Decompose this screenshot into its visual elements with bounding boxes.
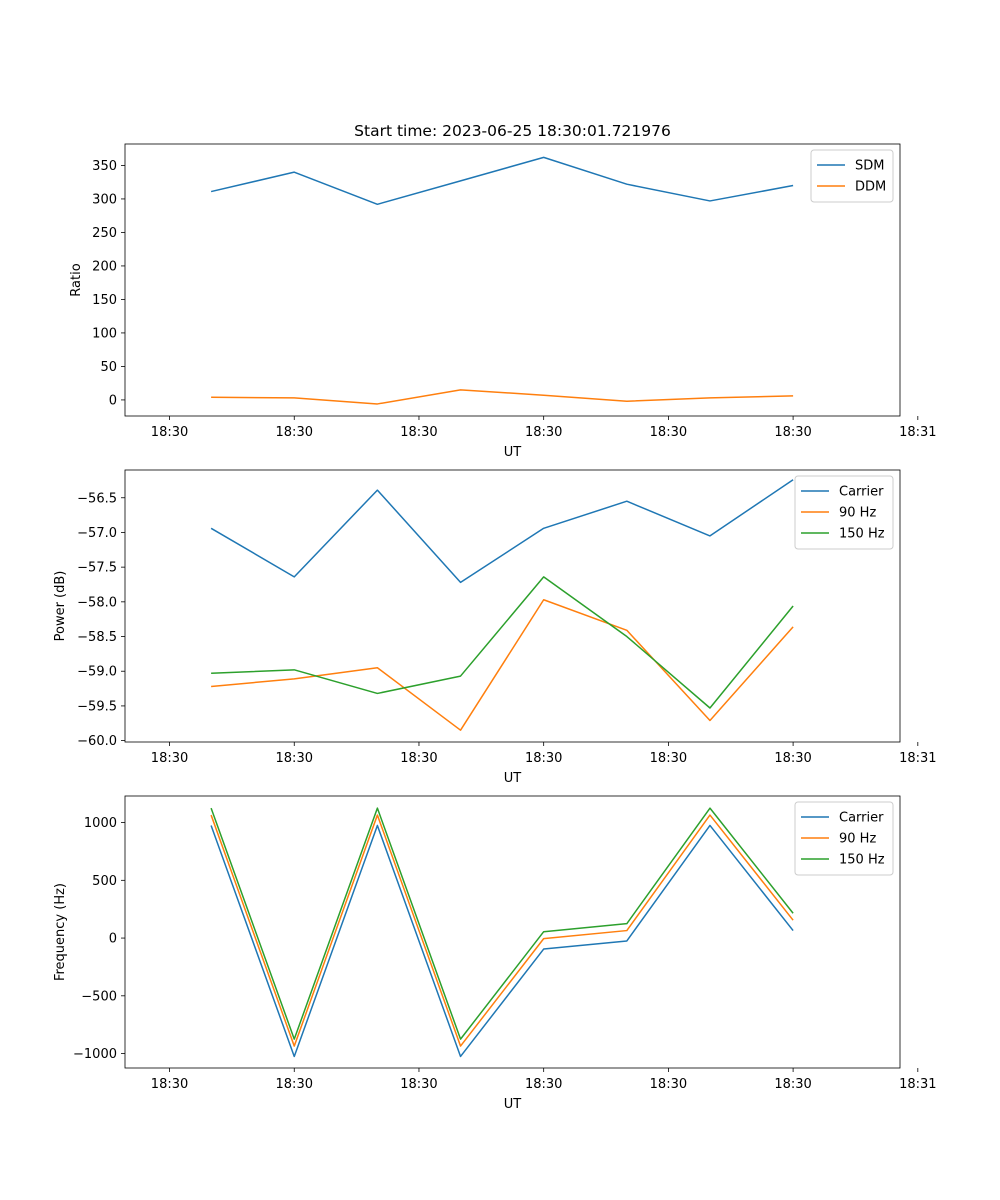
x-tick-label: 18:31 — [899, 425, 936, 440]
x-tick-label: 18:30 — [400, 751, 437, 766]
legend-label: SDM — [855, 159, 884, 174]
series-line-90-hz — [211, 599, 794, 731]
y-axis-label: Ratio — [69, 263, 84, 296]
legend-label: 150 Hz — [839, 527, 885, 542]
series-line-ddm — [211, 389, 794, 405]
legend: Carrier 90 Hz 150 Hz — [794, 475, 894, 550]
x-tick-label: 18:31 — [899, 1077, 936, 1092]
legend-box — [794, 801, 894, 876]
legend-box — [794, 475, 894, 550]
x-tick-label: 18:30 — [774, 1077, 811, 1092]
x-tick-label: 18:30 — [276, 1077, 313, 1092]
y-tick-label: 0 — [109, 932, 117, 947]
plot-frame — [124, 469, 901, 743]
x-tick-label: 18:30 — [525, 425, 562, 440]
legend-label: 90 Hz — [839, 832, 876, 847]
x-tick-label: 18:30 — [650, 751, 687, 766]
x-tick-label: 18:30 — [650, 425, 687, 440]
x-tick-label: 18:30 — [151, 1077, 188, 1092]
legend-label: DDM — [855, 180, 886, 195]
chart-panel-2: 18:30 18:30 18:30 18:30 18:30 18:30 18:31 −60.0… — [53, 469, 937, 786]
legend: Carrier 90 Hz 150 Hz — [794, 801, 894, 876]
y-tick-label: −60.0 — [77, 734, 117, 749]
y-axis-label: Power (dB) — [53, 571, 68, 642]
x-tick-label: 18:30 — [400, 1077, 437, 1092]
y-tick-label: 350 — [92, 159, 117, 174]
series-line-150-hz — [211, 576, 794, 709]
x-axis-label: UT — [504, 771, 522, 786]
x-tick-label: 18:30 — [276, 751, 313, 766]
legend-label: Carrier — [839, 485, 884, 500]
plot-frame — [124, 143, 901, 417]
chart-title: Start time: 2023-06-25 18:30:01.721976 — [354, 122, 671, 140]
x-tick-label: 18:30 — [151, 751, 188, 766]
x-tick-label: 18:30 — [774, 425, 811, 440]
y-tick-label: 100 — [92, 326, 117, 341]
x-tick-label: 18:30 — [650, 1077, 687, 1092]
legend: SDM DDM — [810, 149, 894, 203]
plot-frame — [124, 795, 901, 1069]
y-tick-label: 150 — [92, 293, 117, 308]
y-tick-label: −1000 — [73, 1047, 117, 1062]
y-tick-label: 500 — [92, 874, 117, 889]
x-tick-label: 18:31 — [899, 751, 936, 766]
x-tick-label: 18:30 — [525, 1077, 562, 1092]
x-tick-label: 18:30 — [276, 425, 313, 440]
y-tick-label: −59.0 — [77, 665, 117, 680]
series-line-150-hz — [210, 807, 794, 1040]
y-tick-label: −58.0 — [77, 595, 117, 610]
y-tick-label: 50 — [100, 360, 117, 375]
y-tick-label: −56.5 — [77, 491, 117, 506]
series-line-carrier — [210, 824, 794, 1058]
y-tick-label: −57.0 — [77, 526, 117, 541]
legend-label: 150 Hz — [839, 853, 885, 868]
x-tick-label: 18:30 — [774, 751, 811, 766]
x-tick-label: 18:30 — [151, 425, 188, 440]
x-axis-label: UT — [504, 1097, 522, 1112]
x-axis-label: UT — [504, 445, 522, 460]
y-tick-label: 300 — [92, 192, 117, 207]
y-axis-label: Frequency (Hz) — [53, 883, 68, 981]
legend-box — [810, 149, 894, 203]
chart-panel-3: 18:30 18:30 18:30 18:30 18:30 18:30 18:31 −1000… — [53, 795, 937, 1112]
x-tick-label: 18:30 — [525, 751, 562, 766]
y-tick-label: −59.5 — [77, 699, 117, 714]
y-tick-label: 200 — [92, 259, 117, 274]
legend-label: Carrier — [839, 811, 884, 826]
charts: 18:30 18:30 18:30 18:30 18:30 18:30 18:31 0 50 10… — [53, 122, 937, 1112]
x-tick-label: 18:30 — [400, 425, 437, 440]
y-tick-label: −58.5 — [77, 630, 117, 645]
series-line-carrier — [210, 479, 794, 584]
y-tick-label: 1000 — [84, 816, 117, 831]
legend-label: 90 Hz — [839, 506, 876, 521]
series-line-sdm — [210, 156, 794, 206]
y-tick-label: 250 — [92, 226, 117, 241]
series-line-90-hz — [210, 814, 794, 1047]
y-tick-label: 0 — [109, 393, 117, 408]
y-tick-label: −57.5 — [77, 561, 117, 576]
y-tick-label: −500 — [81, 989, 117, 1004]
chart-panel-1: 18:30 18:30 18:30 18:30 18:30 18:30 18:31 0 50 10… — [69, 122, 937, 460]
